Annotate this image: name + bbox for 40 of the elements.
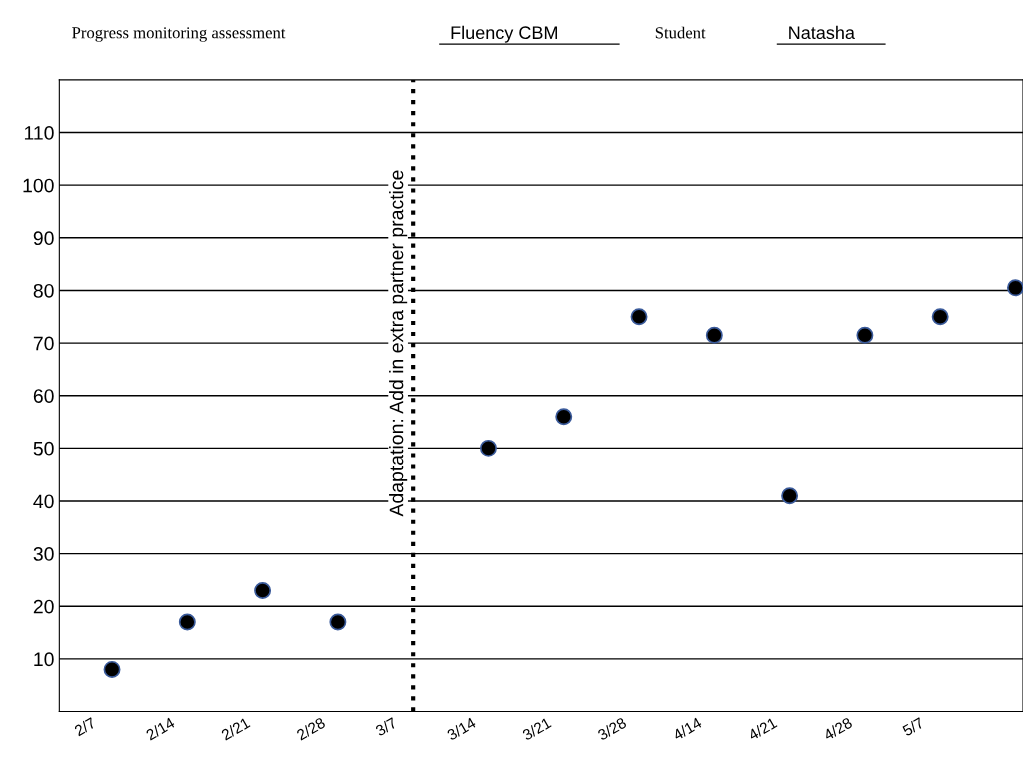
text: Fluency CBM: [451, 25, 557, 43]
point: [931, 308, 949, 326]
x-tick-label: 2/7: [73, 716, 97, 737]
x-tick-label: 2/14: [145, 716, 176, 741]
y-tick-label: 100: [23, 178, 54, 193]
y-tick-label: 30: [33, 547, 54, 561]
x-tick-label: 3/28: [596, 716, 628, 741]
y-tick-label: 80: [33, 283, 54, 298]
point: [329, 613, 347, 631]
point: [1006, 279, 1023, 297]
point: [781, 487, 799, 505]
point: [103, 660, 121, 678]
y-tick-label: 20: [33, 599, 54, 614]
point: [178, 613, 196, 631]
x-tick-label: 4/21: [747, 716, 778, 741]
y-tick-label: 110: [24, 126, 54, 140]
y-tick-label: 60: [33, 389, 54, 403]
x-tick-label: 4/28: [822, 716, 853, 741]
x-tick-label: 3/7: [374, 716, 398, 737]
point: [705, 326, 723, 344]
text: Student: [655, 26, 706, 39]
chart-title: Progress monitoring assessment: [72, 27, 286, 42]
point: [856, 326, 874, 344]
text: Natasha: [789, 25, 855, 40]
x-tick-label: 3/21: [521, 716, 552, 741]
x-tick-label: 2/28: [295, 716, 326, 741]
y-tick-label: 40: [33, 494, 54, 509]
x-tick-label: 5/7: [901, 716, 925, 737]
x-tick-label: 3/14: [446, 716, 477, 741]
x-tick-label: 2/21: [220, 716, 251, 741]
point: [254, 581, 272, 599]
point: [630, 308, 648, 326]
x-tick-label: 4/14: [671, 716, 703, 741]
ref-line-label: Adaptation: Add in extra partner practice: [389, 170, 408, 517]
point: [555, 408, 573, 426]
y-tick-label: 70: [33, 336, 54, 351]
y-tick-label: 10: [34, 652, 54, 667]
y-tick-label: 90: [33, 231, 54, 246]
point: [479, 439, 497, 457]
y-tick-label: 50: [33, 441, 54, 456]
